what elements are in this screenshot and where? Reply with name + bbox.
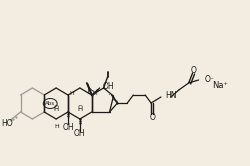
Text: O: O	[191, 66, 196, 75]
Text: H: H	[55, 124, 60, 128]
Text: .: .	[107, 87, 110, 96]
Text: Abs: Abs	[45, 101, 55, 106]
Text: OH: OH	[74, 129, 86, 138]
Text: H: H	[93, 90, 98, 95]
Text: HO: HO	[1, 119, 12, 127]
Text: H̅: H̅	[77, 106, 82, 112]
Text: O⁻: O⁻	[204, 75, 214, 83]
Text: OH: OH	[102, 82, 114, 90]
Text: H̅: H̅	[54, 106, 59, 112]
Text: H: H	[69, 90, 74, 95]
Text: OH: OH	[62, 124, 74, 132]
Text: Na⁺: Na⁺	[212, 81, 228, 89]
Text: HN: HN	[165, 90, 176, 99]
Text: O: O	[149, 113, 155, 122]
